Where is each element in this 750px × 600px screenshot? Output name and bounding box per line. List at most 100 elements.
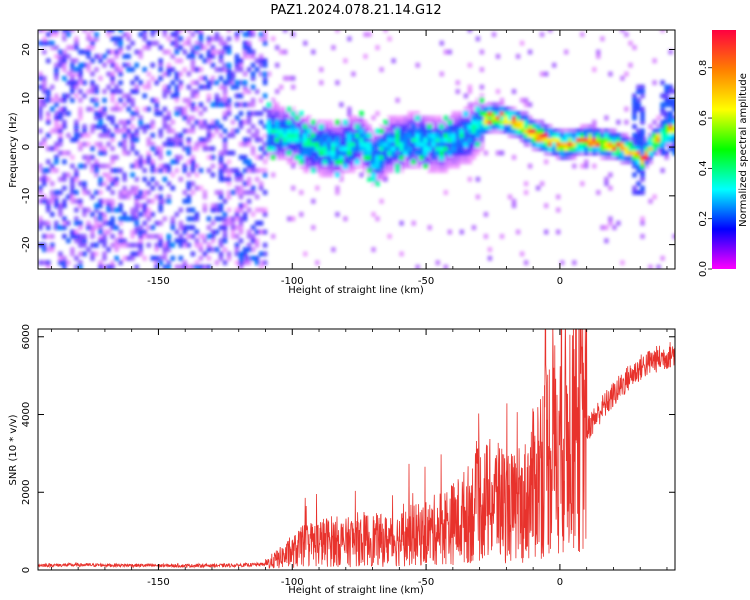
y-tick-label: 2000: [21, 480, 32, 505]
heat-cell: [327, 168, 332, 173]
heat-cell: [154, 242, 159, 248]
heat-cell: [82, 49, 87, 55]
heat-cell: [303, 119, 308, 125]
heat-cell: [656, 132, 661, 138]
heat-cell: [66, 150, 71, 156]
heat-cell: [102, 264, 107, 269]
heat-cell: [254, 255, 260, 261]
heat-cell: [463, 106, 469, 112]
heat-cell: [94, 251, 99, 257]
heat-cell: [307, 154, 312, 160]
heat-cell: [274, 45, 280, 51]
heat-cell: [431, 119, 436, 125]
heat-cell: [194, 216, 200, 222]
heat-cell: [174, 45, 180, 51]
heat-cell: [347, 159, 352, 165]
heat-cell: [391, 154, 396, 160]
heat-cell: [182, 190, 188, 195]
heat-cell: [50, 163, 55, 169]
heat-cell: [198, 137, 204, 143]
heat-cell: [491, 32, 497, 37]
heat-cell: [319, 163, 324, 169]
heat-cell: [672, 106, 675, 112]
heat-cell: [210, 146, 216, 152]
heat-cell: [86, 53, 91, 59]
heat-cell: [126, 255, 131, 261]
heat-cell: [375, 132, 380, 138]
heat-cell: [399, 119, 404, 125]
heat-cell: [479, 106, 485, 112]
heat-cell: [114, 168, 119, 173]
heat-cell: [206, 242, 212, 248]
heat-cell: [138, 49, 143, 55]
heat-cell: [218, 67, 224, 73]
heat-cell: [491, 128, 497, 134]
heat-cell: [664, 84, 669, 90]
snr-y-axis-label: SNR (10 * v/v): [8, 414, 19, 485]
heat-cell: [427, 159, 432, 165]
heat-cell: [86, 207, 91, 213]
heat-cell: [274, 111, 280, 116]
heat-cell: [174, 97, 180, 103]
heat-cell: [38, 198, 43, 204]
heat-cell: [190, 154, 196, 160]
heat-cell: [262, 93, 268, 99]
heat-cell: [604, 132, 609, 138]
heat-cell: [335, 168, 340, 173]
heat-cell: [266, 154, 272, 160]
heat-cell: [198, 30, 204, 33]
heat-cell: [238, 185, 244, 191]
heat-cell: [178, 238, 184, 244]
heat-cell: [315, 168, 320, 173]
heat-cell: [399, 115, 404, 121]
heat-cell: [186, 40, 192, 46]
heat-cell: [588, 146, 593, 152]
heat-cell: [166, 238, 172, 244]
heat-cell: [303, 115, 308, 121]
heat-cell: [339, 102, 344, 108]
heat-cell: [186, 233, 192, 239]
heat-cell: [158, 220, 163, 226]
heat-cell: [580, 124, 585, 130]
heat-cell: [604, 225, 609, 231]
heat-cell: [359, 128, 364, 134]
heat-cell: [154, 255, 159, 261]
heat-cell: [636, 168, 641, 173]
heat-cell: [584, 163, 589, 169]
heat-cell: [407, 163, 412, 169]
heat-cell: [250, 132, 256, 138]
heat-cell: [190, 146, 196, 152]
heat-cell: [122, 242, 127, 248]
heat-cell: [439, 128, 445, 134]
heat-cell: [307, 137, 312, 143]
heat-cell: [42, 168, 47, 173]
heat-cell: [50, 30, 55, 33]
heat-cell: [194, 30, 200, 33]
heat-cell: [547, 141, 553, 147]
heat-cell: [274, 119, 280, 125]
heat-cell: [162, 115, 168, 121]
heat-cell: [475, 97, 481, 103]
heat-cell: [118, 89, 123, 94]
heat-cell: [90, 84, 95, 90]
heat-cell: [584, 159, 589, 165]
heat-cell: [640, 128, 645, 134]
heat-cell: [620, 30, 625, 33]
heat-cell: [66, 132, 71, 138]
heat-cell: [214, 102, 220, 108]
heat-cell: [118, 141, 123, 147]
heat-cell: [186, 97, 192, 103]
heat-cell: [282, 132, 288, 138]
heat-cell: [335, 159, 340, 165]
heat-cell: [246, 255, 252, 261]
heat-cell: [250, 168, 256, 173]
heat-cell: [258, 32, 264, 37]
heat-cell: [616, 119, 621, 125]
heat-cell: [38, 190, 43, 195]
heat-cell: [258, 260, 264, 266]
colorbar-gradient: [712, 30, 736, 269]
heat-cell: [66, 238, 71, 244]
heat-cell: [592, 163, 597, 169]
heat-cell: [471, 102, 477, 108]
heat-cell: [46, 220, 51, 226]
